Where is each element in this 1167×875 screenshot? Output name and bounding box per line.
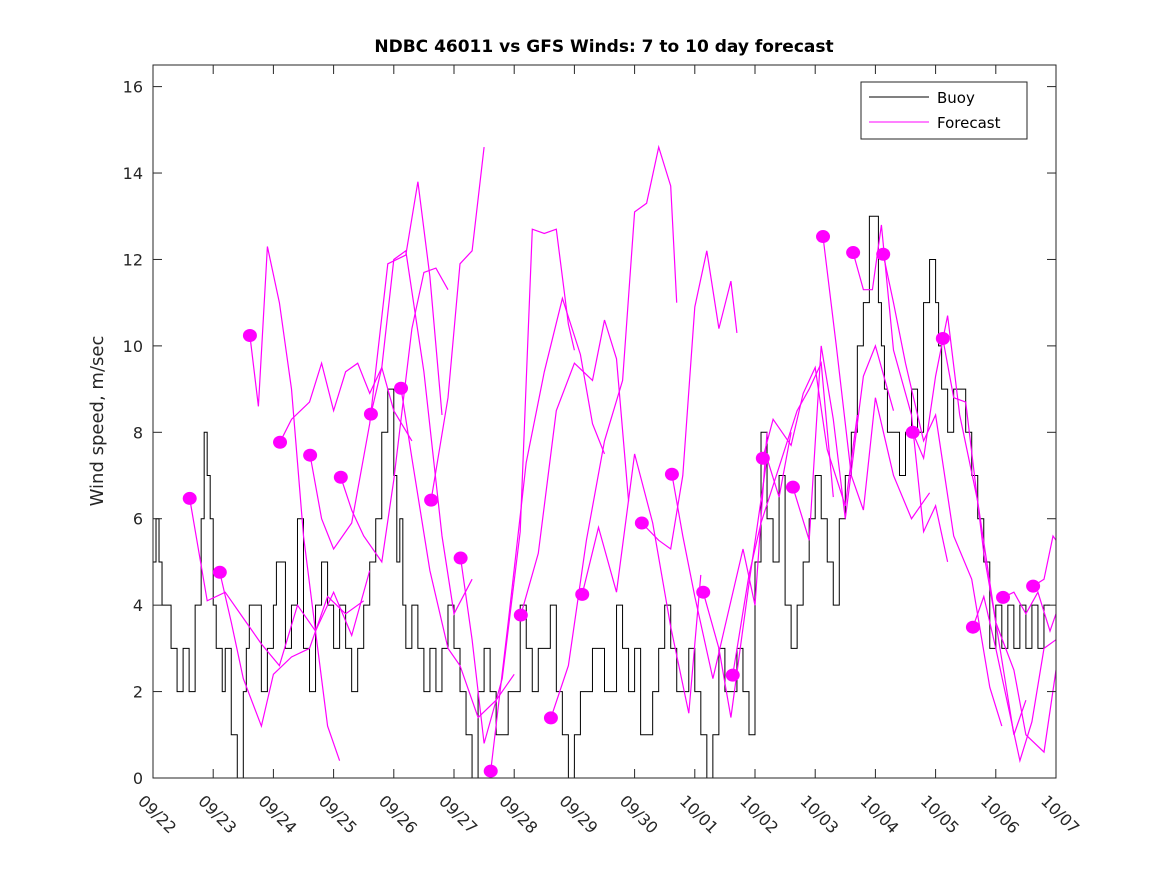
- forecast-line: [430, 147, 485, 501]
- y-axis-label: Wind speed, m/sec: [87, 336, 108, 507]
- forecast-start-marker: [996, 590, 1011, 604]
- forecast-line: [1002, 590, 1057, 634]
- forecast-line: [400, 388, 515, 719]
- forecast-start-marker: [816, 230, 831, 244]
- forecast-start-marker: [394, 381, 409, 395]
- legend-label-forecast: Forecast: [937, 114, 1001, 132]
- forecast-start-marker: [725, 668, 740, 682]
- forecast-line: [279, 360, 413, 443]
- forecast-start-marker: [755, 451, 770, 465]
- chart-title: NDBC 46011 vs GFS Winds: 7 to 10 day for…: [374, 37, 833, 57]
- forecast-start-marker: [483, 764, 498, 778]
- forecast-start-marker: [846, 246, 861, 260]
- forecast-line: [309, 181, 443, 551]
- y-tick-label: 6: [133, 510, 143, 529]
- forecast-start-marker: [664, 467, 679, 481]
- buoy-series: [153, 215, 1050, 779]
- forecast-start-marker: [696, 585, 711, 599]
- forecast-start-marker: [905, 425, 920, 439]
- y-tick-label: 4: [133, 596, 143, 615]
- forecast-line: [792, 344, 895, 541]
- y-tick-label: 10: [123, 337, 143, 356]
- forecast-start-marker: [242, 329, 257, 343]
- forecast-line: [520, 319, 630, 616]
- forecast-start-marker: [453, 551, 468, 565]
- forecast-start-marker: [785, 480, 800, 494]
- forecast-line: [219, 572, 365, 729]
- forecast-start-marker: [543, 711, 558, 725]
- forecast-line: [581, 453, 702, 714]
- y-tick-label: 16: [123, 78, 143, 97]
- forecast-line: [189, 498, 371, 667]
- forecast-start-marker: [273, 435, 288, 449]
- forecast-line: [460, 228, 575, 744]
- forecast-line: [852, 224, 949, 563]
- forecast-line: [671, 432, 768, 679]
- forecast-line: [882, 254, 1003, 727]
- forecast-start-marker: [634, 516, 649, 530]
- legend: Buoy Forecast: [860, 81, 1028, 140]
- forecast-line: [340, 267, 449, 564]
- y-tick-label: 0: [133, 769, 143, 788]
- forecast-line: [249, 246, 341, 761]
- legend-label-buoy: Buoy: [937, 89, 975, 107]
- buoy-line: [153, 215, 1050, 779]
- y-tick-label: 14: [123, 164, 143, 183]
- forecast-line: [942, 338, 1057, 754]
- y-tick-label: 2: [133, 683, 143, 702]
- y-axis: 0 2 4 6 8 10 12 14 16: [123, 78, 1056, 788]
- axes-box: [152, 64, 1057, 779]
- forecast-start-marker: [333, 470, 348, 484]
- forecast-line: [641, 250, 738, 551]
- legend-box: [860, 81, 1028, 140]
- forecast-line: [370, 249, 473, 616]
- forecast-line: [972, 594, 1057, 764]
- forecast-line: [702, 432, 792, 718]
- forecast-line: [732, 360, 834, 676]
- forecast-start-marker: [182, 491, 197, 505]
- forecast-start-marker: [876, 247, 891, 261]
- forecast-start-marker: [575, 587, 590, 601]
- forecast-series: [182, 144, 1057, 778]
- forecast-start-marker: [965, 620, 980, 634]
- forecast-start-marker: [303, 448, 318, 462]
- forecast-line: [912, 315, 1027, 735]
- y-tick-label: 12: [123, 250, 143, 269]
- forecast-line: [822, 236, 931, 520]
- y-tick-label: 8: [133, 423, 143, 442]
- forecast-line: [550, 144, 678, 719]
- forecast-start-marker: [212, 565, 227, 579]
- forecast-start-marker: [935, 332, 950, 346]
- forecast-start-marker: [424, 493, 439, 507]
- forecast-start-marker: [363, 407, 378, 421]
- forecast-line: [490, 296, 606, 772]
- forecast-start-marker: [1026, 579, 1041, 593]
- forecast-start-marker: [513, 608, 528, 622]
